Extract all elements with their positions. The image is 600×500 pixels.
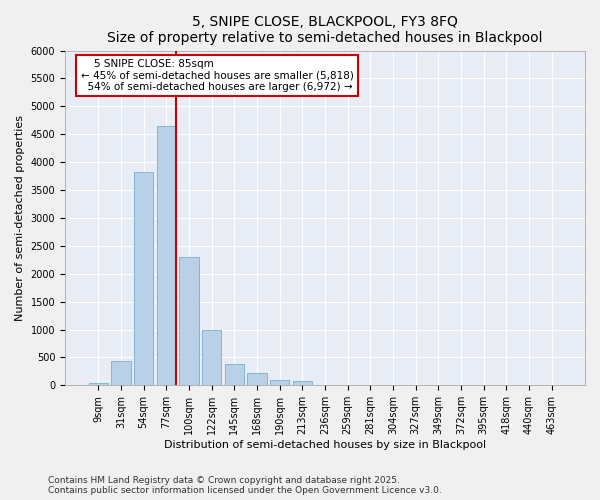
- Bar: [270, 380, 289, 386]
- Title: 5, SNIPE CLOSE, BLACKPOOL, FY3 8FQ
Size of property relative to semi-detached ho: 5, SNIPE CLOSE, BLACKPOOL, FY3 8FQ Size …: [107, 15, 543, 45]
- Bar: [293, 382, 312, 386]
- Bar: [179, 257, 199, 386]
- Bar: [134, 172, 153, 386]
- Bar: [157, 126, 176, 386]
- Text: 5 SNIPE CLOSE: 85sqm
← 45% of semi-detached houses are smaller (5,818)
  54% of : 5 SNIPE CLOSE: 85sqm ← 45% of semi-detac…: [80, 59, 353, 92]
- Bar: [202, 330, 221, 386]
- X-axis label: Distribution of semi-detached houses by size in Blackpool: Distribution of semi-detached houses by …: [164, 440, 486, 450]
- Y-axis label: Number of semi-detached properties: Number of semi-detached properties: [15, 115, 25, 321]
- Text: Contains HM Land Registry data © Crown copyright and database right 2025.
Contai: Contains HM Land Registry data © Crown c…: [48, 476, 442, 495]
- Bar: [224, 364, 244, 386]
- Bar: [89, 382, 108, 386]
- Bar: [247, 372, 266, 386]
- Bar: [112, 362, 131, 386]
